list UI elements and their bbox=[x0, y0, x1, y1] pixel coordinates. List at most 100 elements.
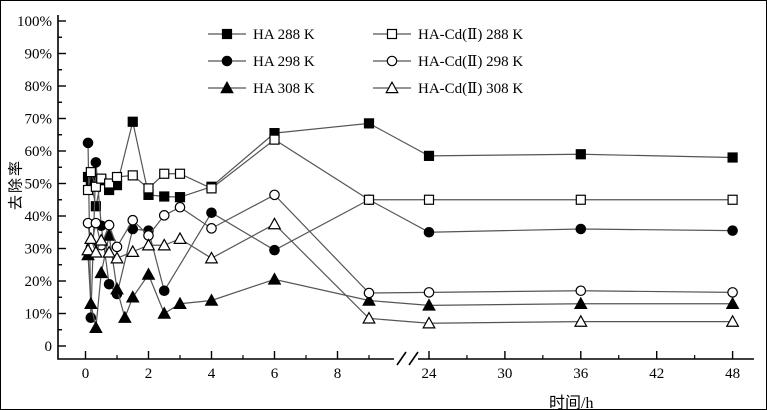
marker-triangle-open bbox=[573, 314, 588, 327]
x-tick-label: 48 bbox=[725, 366, 740, 382]
marker-triangle-open bbox=[89, 245, 103, 258]
marker-square-open bbox=[127, 170, 138, 181]
x-tick-label: 36 bbox=[573, 366, 589, 382]
marker-triangle-filled bbox=[118, 310, 132, 323]
y-tick-label: 30% bbox=[25, 242, 53, 258]
marker-triangle-open bbox=[173, 231, 187, 244]
marker-triangle-filled bbox=[102, 228, 116, 241]
x-tick-label: 2 bbox=[145, 366, 153, 382]
y-tick-label: 40% bbox=[25, 209, 53, 225]
marker-square-filled bbox=[90, 201, 101, 212]
marker-circle-filled bbox=[269, 244, 280, 256]
legend-label-ha-cd-298-k: HA-Cd(Ⅱ) 298 K bbox=[418, 54, 523, 70]
marker-triangle-open bbox=[157, 238, 172, 251]
marker-triangle-filled bbox=[267, 272, 282, 285]
marker-circle-open bbox=[575, 285, 587, 297]
marker-circle-open bbox=[206, 223, 217, 234]
axis-break-slash bbox=[408, 351, 419, 366]
series-ha-cd-308-k bbox=[87, 223, 733, 324]
marker-triangle-open bbox=[422, 316, 436, 329]
x-tick-label: 42 bbox=[649, 366, 664, 382]
x-tick-label: 6 bbox=[271, 366, 279, 382]
marker-triangle-filled bbox=[173, 296, 187, 309]
marker-square-open bbox=[159, 168, 170, 179]
marker-triangle-filled bbox=[94, 265, 109, 279]
marker-triangle-filled bbox=[84, 296, 98, 309]
marker-square-filled bbox=[575, 149, 586, 160]
y-tick-label: 10% bbox=[25, 307, 53, 323]
series-line bbox=[87, 194, 733, 294]
marker-triangle-filled bbox=[125, 290, 140, 303]
marker-square-filled bbox=[174, 192, 186, 203]
marker-circle-filled bbox=[575, 223, 587, 235]
marker-triangle-filled bbox=[89, 320, 103, 333]
marker-square-open bbox=[85, 167, 96, 178]
marker-triangle-open bbox=[94, 233, 109, 246]
x-tick-label: 4 bbox=[208, 366, 216, 382]
marker-circle-filled bbox=[221, 55, 233, 67]
marker-circle-filled bbox=[206, 207, 217, 219]
y-tick-label: 80% bbox=[25, 79, 53, 95]
marker-triangle-open bbox=[267, 217, 282, 230]
legend-label-ha-288-k: HA 288 K bbox=[253, 27, 315, 43]
marker-triangle-filled bbox=[141, 267, 156, 280]
marker-triangle-open bbox=[725, 314, 740, 327]
marker-triangle-open bbox=[141, 238, 156, 251]
series-line bbox=[87, 223, 733, 324]
marker-square-open bbox=[269, 134, 280, 145]
y-tick-label: 100% bbox=[17, 14, 52, 30]
marker-triangle-open bbox=[125, 244, 140, 257]
marker-triangle-open bbox=[102, 245, 116, 258]
y-tick-label: 90% bbox=[25, 47, 53, 63]
marker-square-open bbox=[111, 171, 123, 183]
marker-square-filled bbox=[363, 118, 375, 129]
marker-triangle-filled bbox=[220, 80, 234, 94]
marker-circle-filled bbox=[82, 137, 94, 149]
marker-square-open bbox=[206, 183, 217, 194]
legend-label-ha-cd-288-k: HA-Cd(Ⅱ) 288 K bbox=[418, 27, 523, 43]
marker-triangle-filled bbox=[204, 293, 219, 306]
marker-triangle-filled bbox=[110, 282, 124, 295]
marker-square-open bbox=[423, 194, 435, 205]
marker-square-filled bbox=[423, 150, 435, 161]
marker-square-open bbox=[104, 178, 115, 189]
legend-label-ha-cd-308-k: HA-Cd(Ⅱ) 308 K bbox=[418, 81, 523, 97]
marker-circle-filled bbox=[727, 225, 738, 236]
marker-square-filled bbox=[221, 28, 233, 40]
marker-circle-open bbox=[127, 214, 139, 226]
marker-square-open bbox=[174, 168, 186, 179]
marker-triangle-open bbox=[81, 243, 95, 256]
marker-circle-filled bbox=[103, 278, 115, 290]
marker-square-open bbox=[727, 194, 738, 205]
marker-circle-open bbox=[269, 189, 280, 201]
axis-lines bbox=[57, 15, 754, 360]
marker-circle-open bbox=[386, 55, 398, 67]
y-tick-label: 60% bbox=[25, 144, 53, 160]
marker-triangle-open bbox=[385, 80, 399, 94]
marker-square-open bbox=[575, 194, 586, 205]
series-ha-308-k bbox=[87, 235, 733, 328]
marker-square-filled bbox=[159, 191, 170, 202]
marker-triangle-filled bbox=[157, 306, 172, 319]
marker-triangle-open bbox=[110, 251, 124, 264]
y-tick-label: 0 bbox=[45, 339, 53, 355]
marker-square-open bbox=[90, 181, 101, 192]
marker-triangle-open bbox=[204, 251, 219, 264]
x-tick-label: 8 bbox=[334, 366, 342, 382]
marker-triangle-open bbox=[362, 311, 376, 324]
axis-break-slash bbox=[396, 351, 407, 366]
marker-circle-open bbox=[90, 217, 102, 229]
marker-circle-open bbox=[423, 287, 435, 298]
marker-square-filled bbox=[127, 116, 138, 127]
marker-square-filled bbox=[727, 152, 738, 163]
marker-circle-open bbox=[174, 201, 186, 213]
marker-square-open bbox=[386, 28, 398, 40]
x-tick-label: 0 bbox=[82, 366, 90, 382]
axis-break-gap bbox=[394, 357, 418, 362]
x-tick-label: 30 bbox=[497, 366, 512, 382]
series-line bbox=[87, 235, 733, 328]
marker-square-open bbox=[143, 183, 154, 194]
legend-label-ha-308-k: HA 308 K bbox=[253, 81, 315, 97]
